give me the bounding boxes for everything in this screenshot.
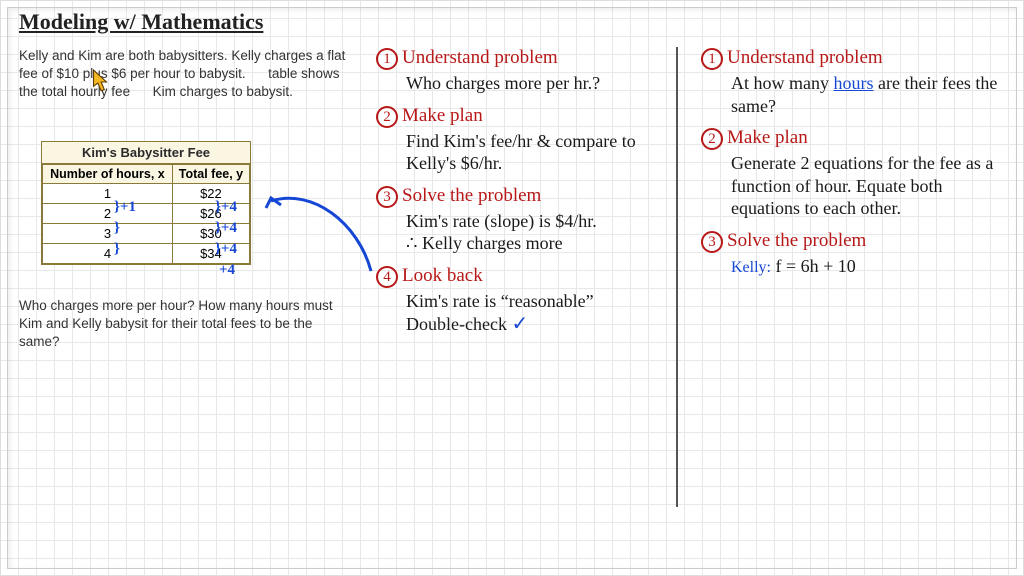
step-3-body: Kim's rate (slope) is $4/hr. ∴ Kelly cha… xyxy=(406,210,666,255)
step-1-body: At how many hours are their fees the sam… xyxy=(731,72,1006,117)
step-3-heading: 3Solve the problem xyxy=(701,230,1006,253)
y-delta-annotation: }+4 xyxy=(215,220,237,237)
x-brace: } xyxy=(114,220,120,237)
step-2-body: Generate 2 equations for the fee as a fu… xyxy=(731,152,1006,220)
step-1-heading: 1Understand problem xyxy=(376,47,666,70)
problem-statement: Kelly and Kim are both babysitters. Kell… xyxy=(19,47,349,102)
y-delta-annotation: }+4 xyxy=(215,241,237,258)
step-2-body: Find Kim's fee/hr & compare to Kelly's $… xyxy=(406,130,666,175)
step-3-body: Kelly: f = 6h + 10 xyxy=(731,255,1006,278)
checkmark-icon: ✓ xyxy=(511,313,528,335)
step-4-heading: 4Look back xyxy=(376,265,666,288)
x-delta-annotation: }+1 xyxy=(114,199,136,216)
step-3-heading: 3Solve the problem xyxy=(376,185,666,208)
step-2-heading: 2Make plan xyxy=(701,127,1006,150)
y-delta-annotation: +4 xyxy=(219,262,235,279)
column-divider xyxy=(676,47,678,507)
step-1-heading: 1Understand problem xyxy=(701,47,1006,70)
step-1-body: Who charges more per hr.? xyxy=(406,72,666,95)
question-text: Who charges more per hour? How many hour… xyxy=(19,297,339,352)
solution-column-2: 1Understand problem At how many hours ar… xyxy=(701,47,1006,288)
kelly-equation: f = 6h + 10 xyxy=(776,256,856,276)
hours-underline: hours xyxy=(834,73,874,93)
col2-header: Total fee, y xyxy=(172,165,249,184)
kelly-label: Kelly: xyxy=(731,259,771,276)
page-title: Modeling w/ Mathematics xyxy=(19,9,263,35)
solution-column-1: 1Understand problem Who charges more per… xyxy=(376,47,666,347)
table-title: Kim's Babysitter Fee xyxy=(42,142,250,164)
step-2-heading: 2Make plan xyxy=(376,105,666,128)
x-brace: } xyxy=(114,241,120,258)
col1-header: Number of hours, x xyxy=(43,165,173,184)
pointer-cursor-icon xyxy=(87,69,113,95)
step-4-body: Kim's rate is “reasonable” Double-check … xyxy=(406,290,666,338)
y-delta-annotation: }+4 xyxy=(215,199,237,216)
